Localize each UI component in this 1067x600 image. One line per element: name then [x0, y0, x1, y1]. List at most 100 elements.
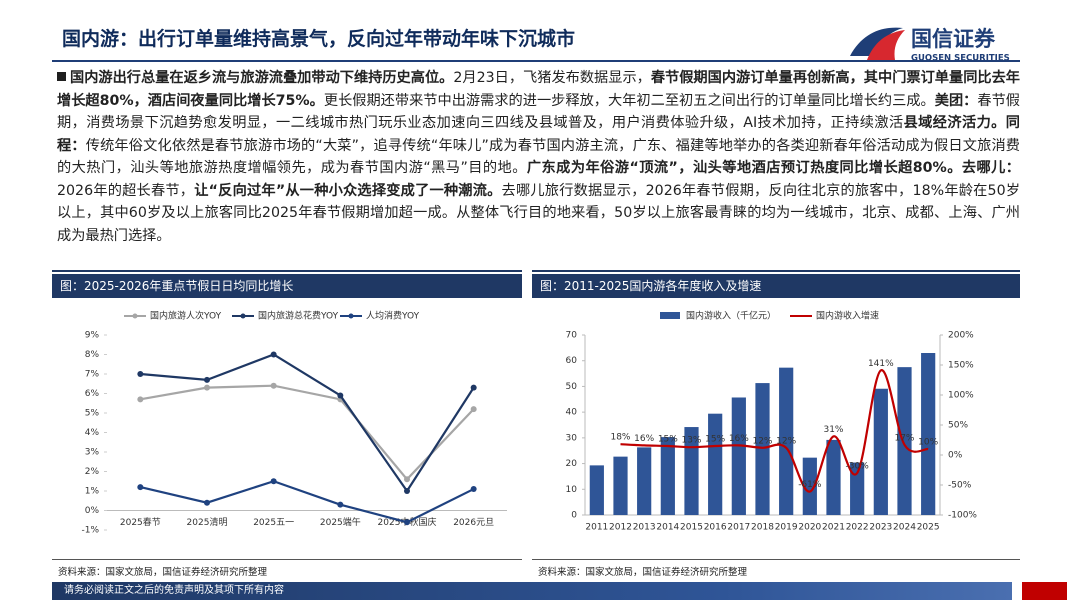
footer-disclaimer: 请务必阅读正文之后的免责声明及其项下所有内容: [52, 582, 1012, 600]
x-tick-label: 2022: [846, 523, 869, 533]
bar: [613, 456, 628, 515]
bullet: [57, 72, 66, 81]
text-segment: 2026年的超长春节，: [57, 182, 195, 199]
text-segment: 县域经济活力。: [903, 115, 1006, 131]
x-tick-label: 2014: [656, 523, 679, 533]
logo-english: GUOSEN SECURITIES: [911, 54, 1010, 64]
x-tick-label: 2025清明: [187, 516, 228, 528]
source: 资料来源：国家文旅局，国信证券经济研究所整理: [58, 567, 268, 578]
panel-rule: [532, 270, 1020, 272]
point: [404, 488, 410, 494]
x-tick-label: 2025五一: [253, 518, 294, 528]
bar: [637, 447, 652, 515]
bar: [826, 439, 841, 515]
line: [140, 480, 475, 524]
y-tick-label: 9%: [85, 331, 100, 341]
x-tick-label: 2019: [775, 523, 798, 533]
data-label: 12%: [776, 436, 796, 446]
bar: [755, 383, 770, 515]
bar: [802, 457, 817, 515]
text-segment: 更长假期还带来节中出游需求的进一步释放，大年初二至初五之间出行的订单量同比增长约…: [323, 92, 935, 109]
x-tick-label: 2026元旦: [453, 517, 494, 528]
point: [137, 484, 144, 491]
point: [404, 519, 410, 526]
bar: [731, 397, 746, 515]
chart: -1% 0% 1% 2% 3% 4% 5% 6% 7% 8% 9% 2025春节 2025清明 2025五…: [81, 310, 507, 536]
y-tick-label: 0: [571, 511, 577, 521]
legend-marker: [132, 313, 138, 319]
y-tick-label: 20: [566, 459, 578, 469]
bar: [873, 388, 888, 515]
y-tick-label: 4%: [85, 428, 100, 438]
legend-label: 国内旅游人次YOY: [150, 310, 222, 322]
point: [470, 486, 477, 493]
legend-swatch: [660, 312, 680, 319]
y-tick-label: 2%: [85, 467, 100, 477]
text-segment: 传统年俗文化依然是春节旅游市场的“大菜”，追寻传统“年味儿”成为春节国内游主流，…: [57, 137, 1020, 177]
source: 资料来源：国家文旅局，国信证券经济研究所整理: [538, 567, 748, 578]
data-label: 13%: [681, 436, 701, 446]
logo-swoosh-blue: [850, 27, 903, 56]
y2-tick-label: 50%: [948, 421, 968, 431]
point: [270, 382, 277, 389]
text-segment: 广东成为年俗游“顶流”，汕头等地酒店预订热度同比增长超80%。去哪儿：: [526, 160, 1020, 176]
logo: 国信证券 GUOSEN SECURITIES: [850, 27, 1010, 64]
x-tick-label: 2013: [633, 523, 656, 533]
point: [204, 384, 210, 391]
x-tick-label: 2025春节: [120, 516, 161, 528]
text-segment: 国内游出行总量在返乡流与旅游流叠加带动下维持历史高位。: [70, 70, 454, 86]
legend-label: 国内游收入增速: [816, 310, 879, 322]
x-tick-label: 2025端午: [320, 516, 361, 528]
legend-label: 国内游收入（千亿元）: [686, 310, 776, 322]
y-tick-label: 8%: [85, 350, 100, 360]
text-segment: 春节假期，消费场景下沉趋势愈发明显，一二线城市热门玩乐业态加速向三四线及县域普及…: [57, 92, 1020, 132]
data-label: 15%: [705, 435, 725, 445]
point: [270, 478, 277, 485]
point: [337, 501, 344, 508]
y-tick-label: -1%: [81, 526, 99, 536]
text-segment: 让“反向过年”从一种小众选择变成了一种潮流。: [194, 182, 502, 199]
point: [137, 396, 144, 403]
x-tick-label: 2024: [893, 523, 916, 533]
text-segment: 春节假期国内游订单量再创新高，其中门票订单量同比去年增长超80%，酒店间夜量同比…: [57, 70, 1020, 109]
footer-accent: [1022, 582, 1067, 600]
logo-swoosh-red: [867, 30, 905, 60]
y-tick-label: 50: [566, 382, 578, 392]
text-segment: 美团：: [934, 92, 978, 109]
y2-tick-label: 150%: [948, 361, 974, 371]
data-label: 12%: [752, 436, 772, 446]
panel-rule: [52, 270, 522, 272]
point: [470, 406, 477, 413]
legend-marker: [348, 313, 354, 319]
y-tick-label: 7%: [85, 370, 100, 380]
x-tick-label: 2025: [917, 523, 940, 533]
chart-title: 图：2011-2025国内游各年度收入及增速: [532, 274, 1020, 298]
y-tick-label: 30: [566, 433, 578, 443]
line: [140, 384, 475, 481]
bar: [589, 465, 604, 515]
bar: [708, 413, 723, 515]
bar: [921, 353, 936, 515]
source-rule: [52, 559, 522, 560]
data-label: 18%: [610, 433, 630, 443]
bar: [897, 367, 912, 515]
text-segment: 同程：: [57, 115, 1020, 154]
body-text: 国内游出行总量在返乡流与旅游流叠加带动下维持历史高位。2月23日，飞猪发布数据显…: [57, 67, 1020, 247]
x-tick-label: 2016: [704, 523, 727, 533]
line: [140, 353, 475, 493]
source-rule: [532, 559, 1020, 560]
legend-marker: [240, 313, 246, 319]
data-label: 16%: [634, 434, 654, 444]
y-tick-label: 60: [566, 356, 578, 366]
y-tick-label: 5%: [85, 409, 100, 419]
data-label: -61%: [798, 480, 822, 490]
data-label: 141%: [868, 359, 894, 369]
point: [470, 384, 477, 391]
line: [620, 369, 929, 493]
bar: [660, 437, 675, 515]
data-label: -30%: [846, 462, 870, 472]
y-tick-label: 40: [566, 408, 578, 418]
point: [270, 351, 277, 358]
logo-name: 国信证券: [911, 27, 996, 51]
